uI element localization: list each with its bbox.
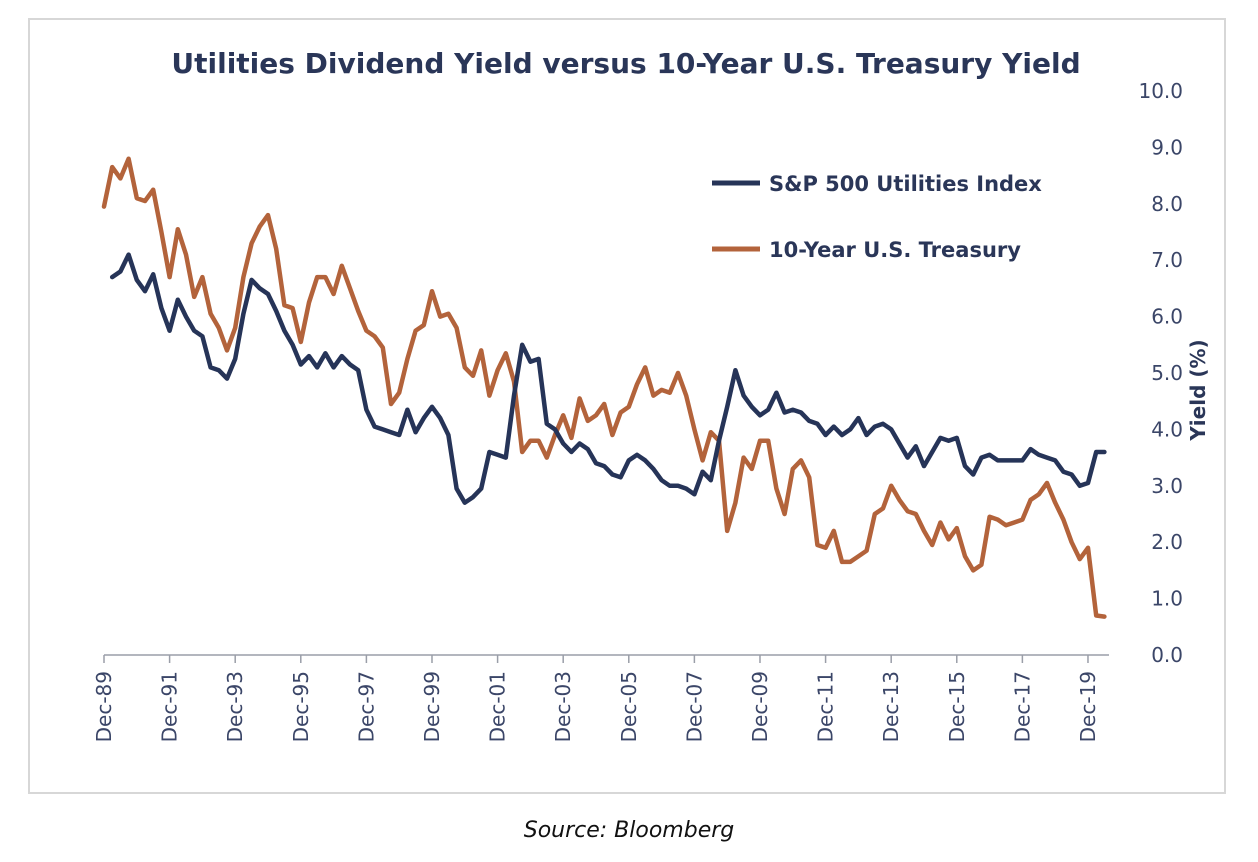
y-tick-label: 4.0 xyxy=(1151,417,1183,441)
x-tick-label: Dec-07 xyxy=(682,671,706,742)
x-axis: Dec-89 Dec-91 Dec-93 Dec-95 Dec-97 Dec-99 Dec-… xyxy=(92,654,1109,742)
series-layer xyxy=(101,156,1107,619)
legend-label-treasury: 10-Year U.S. Treasury xyxy=(769,238,1021,262)
x-tick-label: Dec-09 xyxy=(748,671,772,742)
y-tick-label: 8.0 xyxy=(1151,192,1183,216)
x-tick-label: Dec-91 xyxy=(158,671,182,742)
series-line-treasury xyxy=(101,156,1107,619)
x-tick-label: Dec-97 xyxy=(354,671,378,742)
x-tick-label: Dec-05 xyxy=(617,671,641,742)
source-note: Source: Bloomberg xyxy=(523,818,735,843)
x-tick-label: Dec-19 xyxy=(1076,671,1100,742)
x-tick-label: Dec-01 xyxy=(486,671,510,742)
y-axis-title: Yield (%) xyxy=(1186,339,1210,441)
legend-label-utilities: S&P 500 Utilities Index xyxy=(769,172,1042,196)
y-tick-label: 6.0 xyxy=(1151,305,1183,329)
x-tick-label: Dec-13 xyxy=(879,671,903,742)
y-axis: 0.0 1.0 2.0 3.0 4.0 5.0 6.0 7.0 8.0 9.0 10.0 xyxy=(1138,79,1183,667)
y-tick-label: 5.0 xyxy=(1151,361,1183,385)
chart-title: Utilities Dividend Yield versus 10-Year … xyxy=(171,47,1080,80)
x-tick-label: Dec-89 xyxy=(92,671,116,742)
y-tick-label: 0.0 xyxy=(1151,643,1183,667)
x-tick-label: Dec-99 xyxy=(420,671,444,742)
x-tick-label: Dec-17 xyxy=(1010,671,1034,742)
legend: S&P 500 Utilities Index 10-Year U.S. Tre… xyxy=(712,172,1042,262)
y-tick-label: 3.0 xyxy=(1151,474,1183,498)
x-tick-label: Dec-11 xyxy=(814,671,838,742)
x-tick-label: Dec-95 xyxy=(289,671,313,742)
y-tick-label: 1.0 xyxy=(1151,587,1183,611)
series-line-utilities xyxy=(109,252,1107,505)
x-tick-label: Dec-15 xyxy=(945,671,969,742)
x-tick-label: Dec-93 xyxy=(223,671,247,742)
x-tick-label: Dec-03 xyxy=(551,671,575,742)
y-tick-label: 9.0 xyxy=(1151,135,1183,159)
y-tick-label: 2.0 xyxy=(1151,530,1183,554)
y-tick-label: 7.0 xyxy=(1151,248,1183,272)
y-tick-label: 10.0 xyxy=(1138,79,1183,103)
